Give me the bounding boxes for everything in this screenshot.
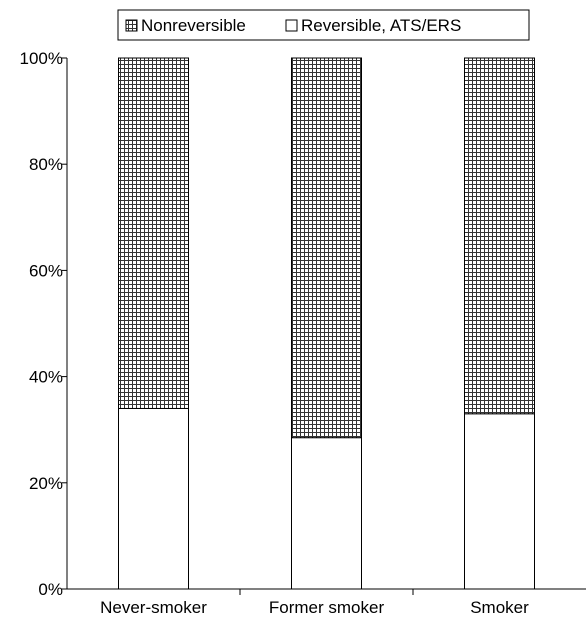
y-tick-label: 60% (29, 261, 63, 280)
axes (66, 58, 586, 590)
legend-box (117, 9, 530, 41)
y-tick-label: 0% (38, 580, 63, 599)
x-tick-label-never-smoker: Never-smoker (100, 598, 207, 617)
legend-label-reversible-ats-ers: Reversible, ATS/ERS (301, 16, 461, 35)
bar-segment-nonreversible-never-smoker (118, 57, 189, 409)
bar-segment-reversible-ats-ers-smoker (464, 413, 535, 590)
legend-swatch-reversible-ats-ers (285, 19, 298, 32)
x-tick-label-smoker: Smoker (470, 598, 529, 617)
y-tick-label: 100% (20, 49, 63, 68)
bar-segment-nonreversible-former-smoker (291, 57, 362, 439)
legend-swatch-nonreversible (125, 19, 138, 32)
bar-segment-reversible-ats-ers-former-smoker (291, 437, 362, 590)
y-axis-ticks: 0% 20% 40% 60% 80% 100% (20, 49, 67, 599)
y-tick-label: 80% (29, 155, 63, 174)
bars (118, 57, 535, 590)
bar-segment-reversible-ats-ers-never-smoker (118, 407, 189, 590)
legend-label-nonreversible: Nonreversible (141, 16, 246, 35)
x-tick-label-former-smoker: Former smoker (269, 598, 385, 617)
x-axis-ticks: Never-smoker Former smoker Smoker (100, 589, 529, 617)
y-tick-label: 40% (29, 368, 63, 387)
legend: Nonreversible Reversible, ATS/ERS (117, 9, 530, 41)
y-tick-label: 20% (29, 474, 63, 493)
bar-segment-nonreversible-smoker (464, 57, 535, 415)
